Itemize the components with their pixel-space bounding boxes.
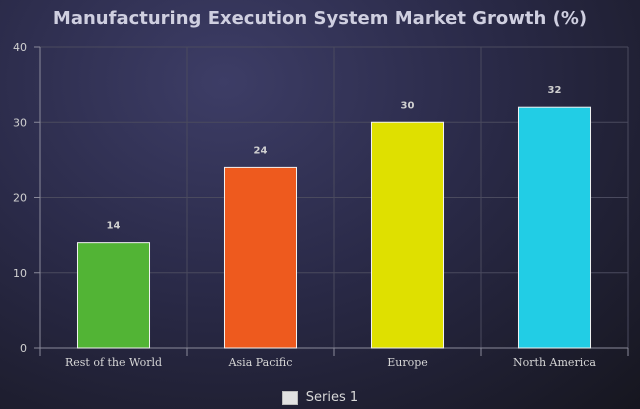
y-tick-label: 20 [13,192,27,205]
data-label: 30 [401,100,415,111]
legend: Series 1 [0,390,640,405]
y-tick-label: 40 [13,41,27,54]
y-tick-label: 10 [13,267,27,280]
labels: 0 10 20 30 40 14 Rest of the World 24 Asia Pacif… [13,41,596,369]
data-label: 14 [107,221,121,232]
bar [370,121,445,349]
y-tick-label: 30 [13,116,27,129]
legend-label: Series 1 [305,390,359,405]
x-tick-label: Asia Pacific [228,356,293,369]
bar [517,106,592,349]
legend-swatch [281,390,298,405]
x-tick-label: Europe [387,356,428,369]
data-label: 32 [548,85,562,96]
bars [76,106,592,349]
data-label: 24 [254,145,268,156]
x-tick-label: Rest of the World [65,356,162,369]
x-tick-label: North America [513,356,596,369]
y-tick-label: 0 [20,342,27,355]
chart-title: Manufacturing Execution System Market Gr… [53,8,587,29]
bar [76,242,151,349]
bar [223,166,298,349]
